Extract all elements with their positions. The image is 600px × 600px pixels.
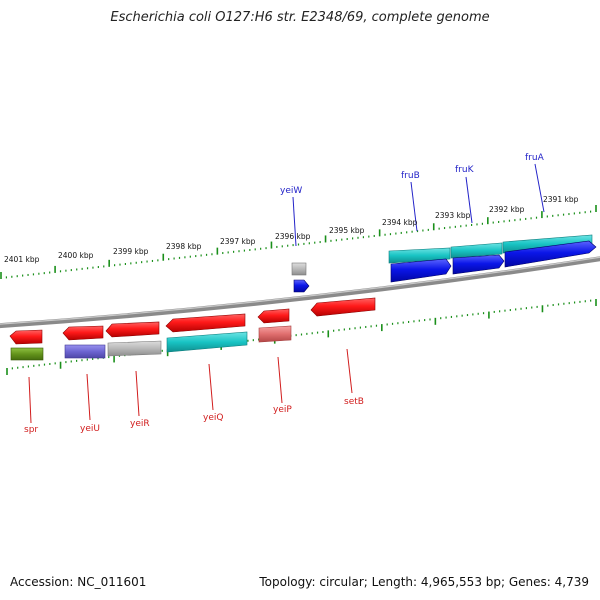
yeiW-callout-line: [292, 196, 297, 247]
scale-label-2399: 2399 kbp: [113, 247, 149, 256]
upper-gene-track: [291, 234, 597, 293]
fruA-callout-line: [534, 163, 545, 213]
yeiU-red-gene-arrow[interactable]: [62, 325, 104, 341]
fruB-cyan-gene[interactable]: [388, 247, 451, 264]
spr-label[interactable]: spr: [24, 425, 38, 435]
spr-callout-line: [28, 376, 32, 424]
yeiQ-label[interactable]: yeiQ: [203, 413, 223, 423]
scale-label-2398: 2398 kbp: [166, 242, 202, 251]
yeiP-pink-gene[interactable]: [258, 325, 292, 343]
scale-label-2395: 2395 kbp: [329, 226, 365, 235]
scale-label-2401: 2401 kbp: [4, 255, 40, 264]
yeiQ-cyan-gene[interactable]: [166, 331, 248, 353]
scale-label-2396: 2396 kbp: [275, 232, 311, 241]
yeiP-callout-line: [277, 356, 283, 404]
fruK-callout-line: [465, 176, 473, 224]
lower-callout-lines: [28, 348, 353, 424]
fruA-label[interactable]: fruA: [525, 153, 545, 163]
setB-label[interactable]: setB: [344, 397, 364, 407]
scale-label-2391: 2391 kbp: [543, 195, 579, 204]
yeiU-callout-line: [86, 373, 91, 421]
yeiR-red-gene-arrow[interactable]: [105, 321, 160, 338]
fruK-cyan-gene[interactable]: [450, 242, 503, 259]
spr-olive-gene[interactable]: [10, 347, 44, 361]
yeiU-purple-gene[interactable]: [64, 344, 106, 359]
scale-label-2392: 2392 kbp: [489, 205, 525, 214]
scale-label-2394: 2394 kbp: [382, 218, 418, 227]
lower-gene-track: [9, 297, 376, 361]
setB-callout-line: [346, 348, 353, 394]
upper-scale-ruler: [0, 205, 597, 279]
scale-label-2400: 2400 kbp: [58, 251, 94, 260]
yeiU-label[interactable]: yeiU: [80, 424, 100, 434]
genome-summary-text: Topology: circular; Length: 4,965,553 bp…: [259, 575, 589, 589]
yeiW-label[interactable]: yeiW: [280, 186, 302, 196]
fruB-blue-gene-arrow[interactable]: [390, 258, 452, 283]
yeiP-red-gene-arrow[interactable]: [257, 308, 290, 324]
yeiR-gray-gene[interactable]: [107, 340, 162, 357]
upper-gene-labels: yeiW fruB fruK fruA: [280, 153, 545, 196]
accession-text: Accession: NC_011601: [10, 575, 147, 589]
fruK-blue-gene-arrow[interactable]: [452, 254, 505, 275]
fruK-label[interactable]: fruK: [455, 165, 475, 175]
upper-callout-lines: [292, 163, 545, 247]
genome-backbone-highlight: [0, 256, 600, 325]
genome-title: Escherichia coli O127:H6 str. E2348/69, …: [110, 10, 490, 25]
fruB-label[interactable]: fruB: [401, 171, 420, 181]
lower-gene-labels: spr yeiU yeiR yeiQ yeiP setB: [24, 397, 364, 435]
yeiW-gray-gene[interactable]: [291, 262, 307, 276]
scale-labels: 2401 kbp 2400 kbp 2399 kbp 2398 kbp 2397…: [4, 195, 579, 264]
yeiR-callout-line: [135, 370, 140, 417]
genome-backbone: [0, 256, 600, 329]
scale-label-2397: 2397 kbp: [220, 237, 256, 246]
yeiP-label[interactable]: yeiP: [273, 405, 292, 415]
yeiW-blue-gene-arrow[interactable]: [293, 279, 310, 293]
scale-label-2393: 2393 kbp: [435, 211, 471, 220]
yeiR-label[interactable]: yeiR: [130, 419, 150, 429]
setB-red-gene-arrow[interactable]: [310, 297, 376, 317]
yeiQ-red-gene-arrow[interactable]: [165, 313, 246, 333]
spr-red-gene-arrow[interactable]: [9, 329, 43, 345]
fruB-callout-line: [410, 181, 418, 232]
yeiQ-callout-line: [208, 363, 214, 411]
fruA-blue-gene-arrow[interactable]: [504, 240, 597, 268]
